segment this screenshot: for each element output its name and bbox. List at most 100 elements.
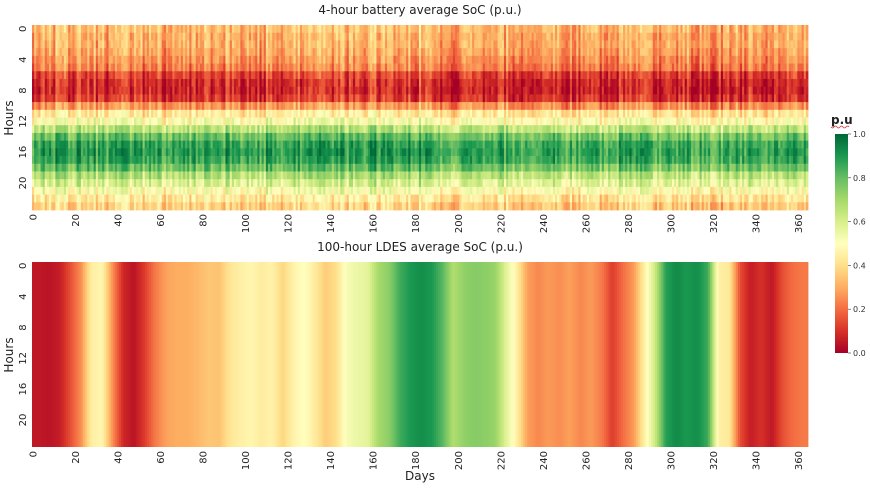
heatmap-cell <box>263 86 267 95</box>
heatmap-cell <box>406 102 409 111</box>
heatmap-cell <box>387 32 390 41</box>
heatmap-cell <box>100 55 103 64</box>
heatmap-cell <box>310 86 314 95</box>
heatmap-cell <box>176 179 180 188</box>
heatmap-cell <box>442 117 445 126</box>
heatmap-cell <box>401 94 405 103</box>
heatmap-cell <box>384 140 388 149</box>
heatmap-cell <box>474 48 477 57</box>
heatmap-cell <box>216 140 220 149</box>
heatmap-cell <box>380 202 384 211</box>
heatmap-cell <box>129 32 133 41</box>
heatmap-cell <box>100 78 103 88</box>
heatmap-cell <box>404 148 407 157</box>
heatmap-cell <box>127 109 131 118</box>
heatmap-cell <box>57 171 61 180</box>
heatmap-cell <box>34 102 37 111</box>
heatmap-cell <box>401 40 405 49</box>
heatmap-cell <box>208 186 211 195</box>
heatmap-cell <box>380 102 384 111</box>
heatmap-cell <box>168 156 171 165</box>
heatmap-cell <box>178 94 182 103</box>
heatmap-cell <box>110 117 114 126</box>
heatmap-cell <box>465 179 469 188</box>
heatmap-cell <box>236 25 239 34</box>
heatmap-cell <box>144 32 148 41</box>
heatmap-cell <box>216 179 220 188</box>
heatmap-cell <box>357 78 360 88</box>
heatmap-cell <box>236 132 239 142</box>
heatmap-cell <box>429 48 433 57</box>
heatmap-cell <box>270 71 273 80</box>
heatmap-cell <box>429 55 433 64</box>
heatmap-cell <box>353 202 356 211</box>
heatmap-cell <box>80 125 84 134</box>
heatmap-cell <box>138 40 141 49</box>
heatmap-cell <box>365 32 369 41</box>
heatmap-cell <box>429 40 433 49</box>
heatmap-cell <box>44 140 48 149</box>
heatmap-cell <box>123 25 126 34</box>
heatmap-cell <box>117 163 120 172</box>
heatmap-cell <box>121 202 124 211</box>
heatmap-cell <box>374 132 377 142</box>
heatmap-cell <box>361 132 365 142</box>
heatmap-cell <box>321 86 324 95</box>
heatmap-cell <box>89 156 92 165</box>
heatmap-cell <box>72 109 75 118</box>
heatmap-cell <box>293 63 297 72</box>
heatmap-cell <box>467 32 471 41</box>
heatmap-cell <box>423 25 426 34</box>
heatmap-cell <box>76 194 80 203</box>
heatmap-cell <box>55 32 58 41</box>
heatmap-cell <box>461 140 464 149</box>
heatmap-cell <box>444 125 447 134</box>
heatmap-cell <box>244 32 248 41</box>
heatmap-cell <box>176 125 180 134</box>
heatmap-cell <box>202 71 205 80</box>
heatmap-cell <box>384 132 388 142</box>
heatmap-cell <box>319 202 322 211</box>
heatmap-cell <box>236 48 239 57</box>
heatmap-cell <box>185 71 188 80</box>
heatmap-cell <box>467 102 471 111</box>
heatmap-cell <box>423 156 426 165</box>
heatmap-cell <box>365 71 369 80</box>
heatmap-cell <box>223 25 226 34</box>
heatmap-cell <box>189 163 192 172</box>
heatmap-cell <box>299 63 303 72</box>
heatmap-cell <box>202 32 205 41</box>
heatmap-cell <box>193 25 197 34</box>
heatmap-cell <box>131 48 135 57</box>
heatmap-cell <box>223 32 226 41</box>
heatmap-cell <box>180 202 184 211</box>
heatmap-cell <box>83 55 86 64</box>
heatmap-cell <box>238 148 241 157</box>
heatmap-cell <box>289 156 292 165</box>
heatmap-cell <box>272 94 275 103</box>
heatmap-cell <box>272 125 275 134</box>
heatmap-cell <box>472 63 475 72</box>
heatmap-cell <box>267 40 271 49</box>
heatmap-cell <box>78 63 82 72</box>
heatmap-cell <box>355 163 358 172</box>
heatmap-cell <box>293 148 297 157</box>
heatmap-cell <box>197 179 201 188</box>
heatmap-cell <box>361 148 365 157</box>
heatmap-cell <box>338 148 341 157</box>
heatmap-cell <box>376 140 379 149</box>
heatmap-cell <box>469 125 473 134</box>
heatmap-cell <box>378 202 382 211</box>
heatmap-cell <box>461 63 464 72</box>
heatmap-cell <box>276 32 280 41</box>
heatmap-cell <box>168 117 171 126</box>
heatmap-cell <box>272 102 275 111</box>
heatmap-cell <box>55 202 58 211</box>
heatmap-cell <box>259 140 263 149</box>
heatmap-cell <box>401 71 405 80</box>
heatmap-cell <box>63 179 67 188</box>
heatmap-cell <box>174 32 177 41</box>
heatmap-cell <box>191 202 194 211</box>
heatmap-cell <box>193 48 197 57</box>
heatmap-cell <box>240 179 243 188</box>
